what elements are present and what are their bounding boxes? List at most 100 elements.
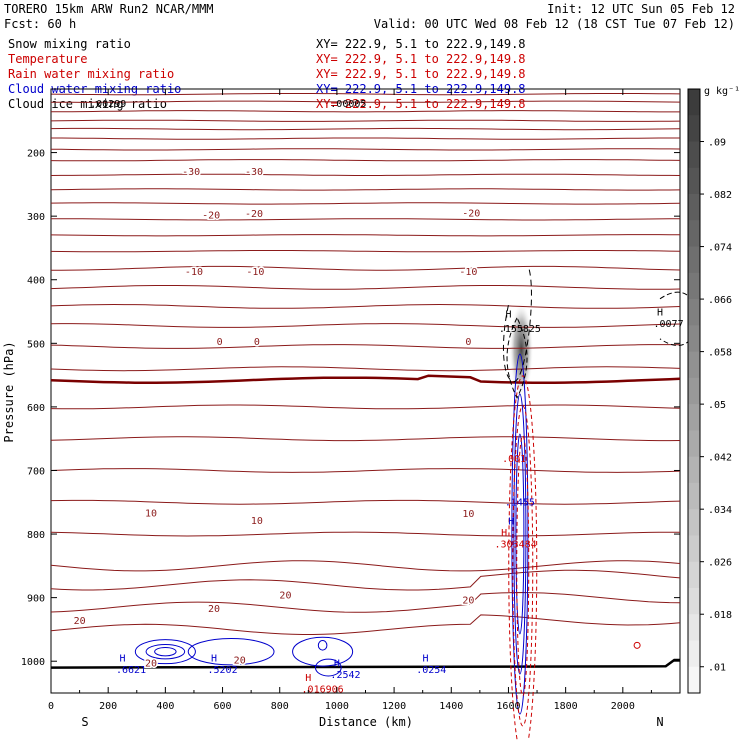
- colorbar-tick-label: .058: [708, 348, 732, 359]
- colorbar-tick-label: .042: [708, 453, 732, 464]
- isotherm: [50, 468, 681, 473]
- plot-frame: [50, 88, 681, 694]
- snow-contour: [506, 317, 528, 400]
- cloud-water-contour: [134, 639, 196, 665]
- isotherm-label: 20: [74, 616, 86, 627]
- y-tick-label: 200: [27, 149, 45, 160]
- extremum-label: H: [211, 653, 217, 664]
- x-tick-label: 1400: [439, 701, 463, 712]
- isotherm-label: 0: [465, 337, 471, 348]
- colorbar-tick-label: .034: [708, 505, 732, 516]
- extremum-label: .00299: [90, 99, 126, 110]
- isotherm: [50, 188, 681, 191]
- colorbar-step: [688, 325, 700, 353]
- isotherm-label: -20: [202, 210, 220, 221]
- rain-water-column: [508, 375, 538, 740]
- endpoint-south: S: [81, 715, 88, 729]
- x-tick-label: 200: [99, 701, 117, 712]
- colorbar-step: [688, 351, 700, 379]
- endpoint-north: N: [656, 715, 663, 729]
- isotherm: [50, 202, 681, 205]
- isotherm-label: -30: [245, 167, 263, 178]
- header-init: Init: 12 UTC Sun 05 Feb 12: [547, 2, 735, 16]
- x-tick-label: 1600: [496, 701, 520, 712]
- colorbar-tick-label: .066: [708, 295, 732, 306]
- y-axis-label: Pressure (hPa): [2, 341, 16, 442]
- extremum-label: H: [423, 653, 429, 664]
- x-tick-label: 800: [271, 701, 289, 712]
- x-tick-label: 1200: [382, 701, 406, 712]
- cloud-contours: [134, 266, 701, 740]
- y-tick-label: 900: [27, 594, 45, 605]
- colorbar-step: [688, 89, 700, 116]
- cloud-water-contour: [154, 646, 177, 657]
- extremum-label: H: [501, 528, 507, 539]
- colorbar-step: [688, 587, 700, 615]
- extremum-label: .1455: [505, 498, 535, 509]
- y-tick-label: 800: [27, 530, 45, 541]
- y-tick-label: 600: [27, 403, 45, 414]
- extremum-label: .0254: [416, 665, 446, 676]
- isotherm: [50, 404, 681, 410]
- extremum-label: .155825: [499, 324, 541, 335]
- colorbar-step: [688, 614, 700, 641]
- extremum-label: H: [657, 308, 663, 319]
- x-tick-label: 400: [156, 701, 174, 712]
- cloud-water-column: [513, 393, 527, 675]
- header-valid: Valid: 00 UTC Wed 08 Feb 12 (18 CST Tue …: [374, 17, 735, 31]
- isotherm-label: 20: [145, 658, 157, 669]
- isotherm: [50, 499, 681, 505]
- isotherm-label: -20: [462, 208, 480, 219]
- colorbar-step: [688, 640, 700, 668]
- isotherm-label: 20: [234, 655, 246, 666]
- y-tick-label: 500: [27, 339, 45, 350]
- freezing-level: [50, 374, 681, 384]
- isotherm: [50, 250, 681, 253]
- extremum-label: .2542: [330, 670, 360, 681]
- extremum-label: H: [505, 309, 511, 320]
- colorbar-step: [688, 666, 700, 694]
- legend-label: Snow mixing ratio: [8, 37, 131, 51]
- x-tick-label: 2000: [611, 701, 635, 712]
- colorbar-step: [688, 535, 700, 563]
- legend-label: Rain water mixing ratio: [8, 67, 174, 81]
- colorbar-step: [688, 456, 700, 484]
- isotherm: [50, 614, 681, 635]
- colorbar-step: [688, 299, 700, 326]
- isotherm-label: 10: [145, 508, 157, 519]
- isotherm: [51, 137, 680, 140]
- extremum-label: .303484: [495, 540, 537, 551]
- cloud-water-contour: [317, 640, 328, 651]
- extremum-label: H: [119, 653, 125, 664]
- isotherm: [50, 344, 681, 349]
- colorbar-tick-label: .026: [708, 558, 732, 569]
- extremum-label: .00005: [330, 99, 366, 110]
- colorbar-tick-label: .09: [708, 138, 726, 149]
- isotherm: [50, 127, 681, 131]
- isotherm: [50, 323, 681, 328]
- rain-water-column: [516, 435, 530, 697]
- colorbar: .01 .018 .026 .034 .042 .05 .058 .066 .074 .082 .0…: [687, 86, 740, 694]
- colorbar-step: [688, 482, 700, 510]
- rain-water-column: [512, 405, 534, 727]
- isotherm: [50, 93, 681, 96]
- y-tick-label: 1000: [21, 657, 45, 668]
- isotherm: [50, 366, 681, 372]
- colorbar-step: [688, 246, 700, 274]
- isotherm: [50, 148, 681, 151]
- colorbar-tick-label: .05: [708, 400, 726, 411]
- extremum-label: .001: [502, 454, 526, 465]
- x-axis-label: Distance (km): [319, 715, 413, 729]
- cloud-water-column: [511, 353, 529, 715]
- extremum-label: H: [508, 517, 514, 528]
- rain-water-contour: [633, 641, 641, 649]
- isotherm-label: -30: [182, 167, 200, 178]
- legend-xy: XY= 222.9, 5.1 to 222.9,149.8: [316, 67, 526, 81]
- isotherm: [51, 218, 681, 221]
- extremum-label: .0077: [654, 319, 684, 330]
- isotherm-label: -10: [185, 267, 203, 278]
- colorbar-step: [688, 404, 700, 431]
- ground-line: [50, 658, 680, 669]
- field-legend: Snow mixing ratio XY= 222.9, 5.1 to 222.9…: [8, 37, 526, 111]
- snow-core: [509, 301, 534, 398]
